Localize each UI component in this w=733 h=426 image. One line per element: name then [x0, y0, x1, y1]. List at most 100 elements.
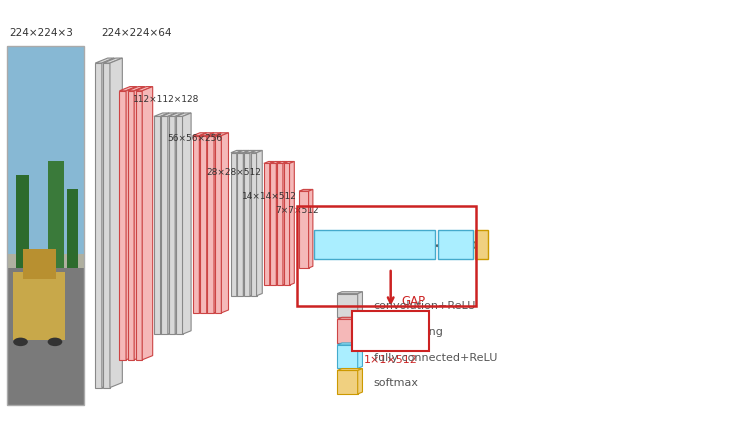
- Polygon shape: [207, 133, 214, 313]
- Polygon shape: [358, 343, 363, 368]
- Polygon shape: [136, 92, 142, 360]
- Polygon shape: [231, 153, 237, 296]
- Bar: [475, 230, 488, 260]
- Polygon shape: [175, 114, 184, 334]
- Polygon shape: [161, 114, 169, 334]
- Polygon shape: [161, 114, 177, 117]
- Polygon shape: [243, 151, 249, 296]
- Polygon shape: [215, 136, 221, 313]
- Text: 1×1×4096: 1×1×4096: [349, 240, 406, 250]
- Text: 7×7×512: 7×7×512: [275, 206, 319, 215]
- Polygon shape: [270, 162, 275, 285]
- Bar: [297, 207, 476, 307]
- Polygon shape: [277, 164, 283, 285]
- Polygon shape: [337, 320, 358, 343]
- Polygon shape: [215, 133, 229, 136]
- Bar: [7, 47, 84, 269]
- Text: 56×56×256: 56×56×256: [167, 134, 222, 143]
- Polygon shape: [244, 151, 256, 153]
- Polygon shape: [237, 151, 243, 296]
- Polygon shape: [299, 192, 309, 268]
- Polygon shape: [251, 153, 257, 296]
- Polygon shape: [284, 164, 290, 285]
- Polygon shape: [251, 151, 262, 153]
- Polygon shape: [309, 190, 313, 268]
- Polygon shape: [337, 368, 363, 371]
- Polygon shape: [207, 133, 221, 136]
- Polygon shape: [337, 294, 358, 317]
- Polygon shape: [161, 117, 168, 334]
- Text: 224×224×3: 224×224×3: [9, 28, 73, 38]
- Polygon shape: [200, 133, 214, 136]
- Text: GAP: GAP: [402, 294, 426, 307]
- Bar: [7, 47, 84, 405]
- Polygon shape: [95, 64, 102, 388]
- Polygon shape: [110, 59, 122, 388]
- Polygon shape: [207, 136, 214, 313]
- Polygon shape: [169, 114, 184, 117]
- Text: 28×28×512: 28×28×512: [207, 168, 262, 177]
- Polygon shape: [290, 162, 295, 285]
- Polygon shape: [244, 153, 250, 296]
- Polygon shape: [154, 117, 161, 334]
- Polygon shape: [200, 136, 207, 313]
- Polygon shape: [250, 151, 256, 296]
- Polygon shape: [103, 59, 122, 64]
- Polygon shape: [237, 153, 243, 296]
- Polygon shape: [283, 162, 287, 285]
- Polygon shape: [176, 114, 191, 117]
- Text: 1×1×1000: 1×1×1000: [427, 240, 484, 250]
- Polygon shape: [214, 133, 221, 313]
- Polygon shape: [128, 87, 144, 92]
- Polygon shape: [337, 345, 358, 368]
- Text: 1×1×512: 1×1×512: [364, 354, 418, 364]
- Polygon shape: [136, 87, 152, 92]
- Polygon shape: [183, 114, 191, 334]
- Polygon shape: [299, 190, 313, 192]
- Polygon shape: [128, 92, 134, 360]
- Text: 112×112×128: 112×112×128: [133, 95, 200, 104]
- Polygon shape: [231, 151, 243, 153]
- Polygon shape: [270, 162, 281, 164]
- Text: 224×224×64: 224×224×64: [101, 28, 172, 38]
- Polygon shape: [237, 151, 249, 153]
- Polygon shape: [193, 136, 199, 313]
- Polygon shape: [337, 371, 358, 394]
- Polygon shape: [358, 292, 363, 317]
- Bar: [7, 262, 84, 405]
- Polygon shape: [154, 114, 169, 117]
- Polygon shape: [257, 151, 262, 296]
- Polygon shape: [264, 162, 275, 164]
- Polygon shape: [358, 368, 363, 394]
- Polygon shape: [119, 87, 136, 92]
- Polygon shape: [142, 87, 152, 360]
- Polygon shape: [337, 318, 363, 320]
- Bar: [67, 190, 78, 269]
- Text: softmax: softmax: [374, 377, 419, 387]
- Polygon shape: [277, 162, 287, 164]
- Polygon shape: [103, 64, 110, 388]
- Bar: [438, 230, 473, 260]
- Bar: [352, 311, 429, 351]
- Text: fully connected+ReLU: fully connected+ReLU: [374, 352, 497, 362]
- Polygon shape: [284, 162, 295, 164]
- Polygon shape: [270, 164, 276, 285]
- Bar: [314, 230, 435, 260]
- Polygon shape: [264, 164, 270, 285]
- Polygon shape: [193, 133, 207, 136]
- Bar: [23, 249, 56, 279]
- Bar: [13, 272, 65, 340]
- Polygon shape: [119, 92, 126, 360]
- Bar: [16, 176, 29, 269]
- Polygon shape: [276, 162, 281, 285]
- Circle shape: [13, 338, 28, 346]
- Text: 14×14×512: 14×14×512: [242, 191, 297, 200]
- Polygon shape: [169, 117, 175, 334]
- Polygon shape: [221, 133, 229, 313]
- Polygon shape: [337, 343, 363, 345]
- Text: max pooling: max pooling: [374, 326, 443, 336]
- Polygon shape: [102, 59, 114, 388]
- Polygon shape: [337, 292, 363, 294]
- Polygon shape: [168, 114, 177, 334]
- Polygon shape: [134, 87, 144, 360]
